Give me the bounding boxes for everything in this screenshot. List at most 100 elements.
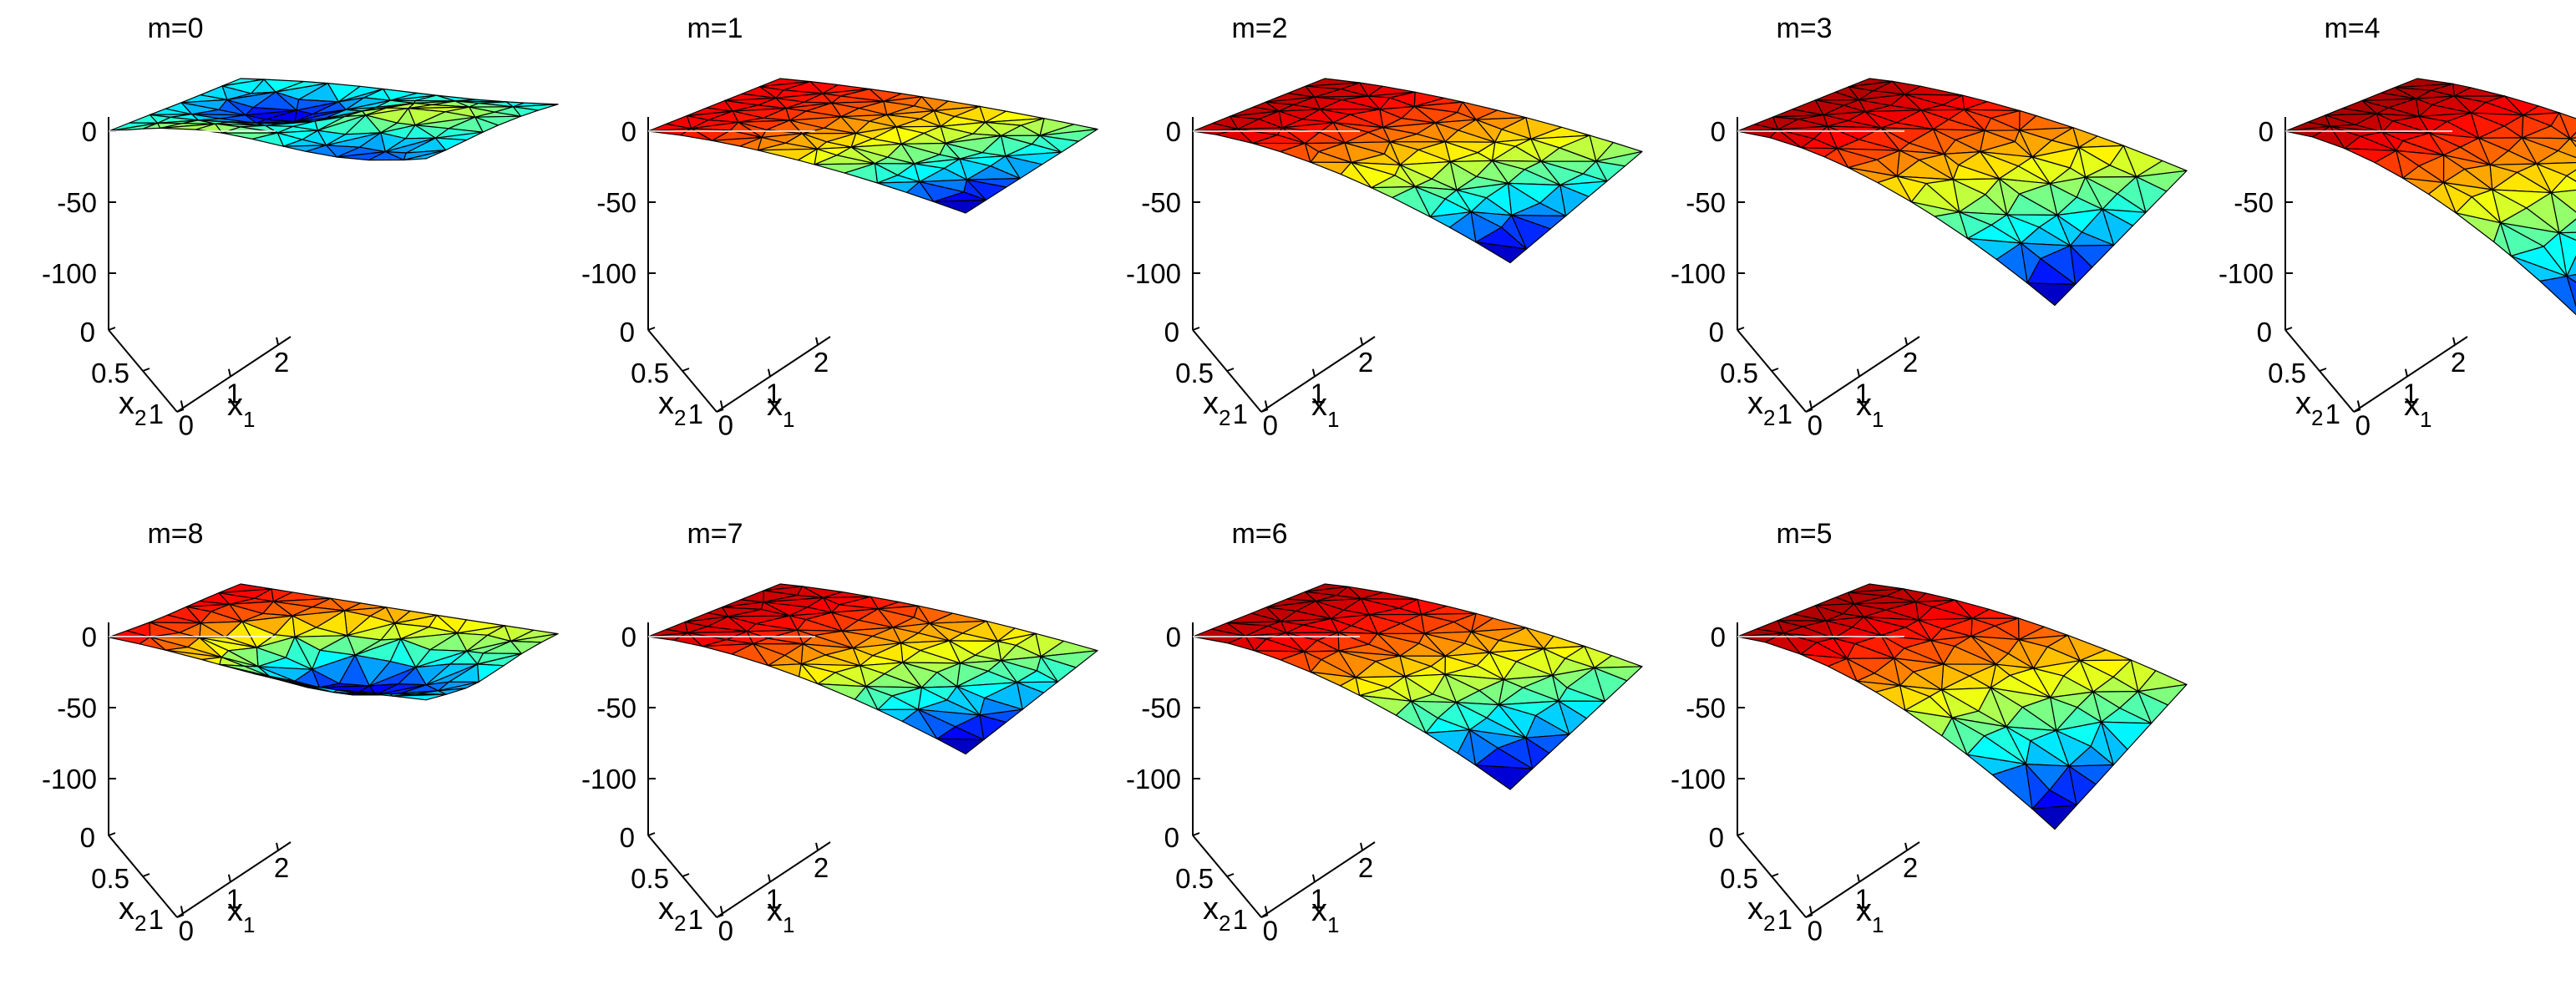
subplot-title: m=7 — [687, 518, 743, 550]
surface-facet — [139, 636, 166, 651]
subplot-title: m=5 — [1776, 518, 1832, 550]
z-tick-label: -50 — [57, 693, 97, 723]
x2-tick-label: 0 — [1709, 822, 1724, 853]
x1-tick-mark — [227, 368, 231, 377]
z-tick-label: -100 — [1126, 258, 1181, 289]
surface-facet — [1877, 175, 1912, 203]
x1-axis-label: x1 — [767, 893, 794, 937]
surface-facet — [1875, 685, 1906, 711]
x1-axis-label: x1 — [227, 388, 255, 432]
x1-axis-label: x1 — [1856, 893, 1884, 937]
surface-facet — [933, 199, 986, 214]
x1-tick-label: 2 — [1903, 852, 1918, 883]
x2-axis-label: x2 — [1747, 386, 1775, 430]
surface-facet — [1941, 717, 1968, 755]
x2-tick-label: 1 — [688, 904, 703, 935]
x2-tick-mark — [1737, 327, 1745, 331]
z-tick-label: 0 — [82, 622, 97, 652]
z-tick-label: -100 — [2219, 258, 2274, 289]
surface-mesh — [1192, 583, 1643, 790]
x1-axis-line — [1805, 336, 1920, 413]
x1-axis-label: x1 — [227, 893, 255, 937]
x2-tick-mark — [1226, 873, 1235, 877]
x1-tick-label: 2 — [2451, 347, 2466, 378]
x1-tick-mark — [1311, 368, 1316, 377]
surface-facet — [1475, 241, 1528, 264]
surface-facet — [1215, 128, 1254, 145]
x1-tick-label: 1 — [226, 378, 241, 409]
x2-tick-label: 0.5 — [2268, 358, 2306, 388]
z-tick-label: 0 — [82, 116, 97, 147]
x1-tick-mark — [1856, 874, 1860, 882]
x2-tick-label: 0 — [80, 822, 95, 853]
x1-tick-label: 1 — [1311, 378, 1326, 409]
surface-facet — [1395, 700, 1427, 734]
x1-tick-label: 0 — [718, 916, 733, 947]
surface-mesh — [108, 583, 559, 701]
x2-tick-mark — [1737, 832, 1745, 836]
x2-axis-label: x2 — [119, 891, 146, 936]
surface-facet — [403, 150, 447, 161]
x2-axis-label: x2 — [1747, 891, 1775, 936]
x1-tick-label: 1 — [1855, 378, 1870, 409]
z-tick-label: 0 — [621, 622, 636, 652]
x1-tick-mark — [1264, 906, 1268, 914]
x2-tick-label: 0 — [1164, 822, 1179, 853]
x2-tick-label: 0 — [1709, 317, 1724, 348]
x1-tick-mark — [1360, 842, 1364, 851]
x1-tick-label: 2 — [1358, 852, 1373, 883]
z-tick-label: -50 — [596, 187, 636, 218]
x1-tick-mark — [2356, 400, 2360, 409]
x2-tick-mark — [647, 327, 656, 331]
x1-axis-line — [1260, 336, 1376, 413]
surface-facet — [201, 657, 222, 665]
x2-tick-mark — [716, 914, 724, 918]
subplot-title: m=1 — [687, 13, 743, 44]
x2-tick-label: 1 — [1777, 399, 1793, 429]
z-tick-label: -100 — [42, 764, 97, 795]
x1-tick-label: 1 — [766, 378, 781, 409]
x1-tick-mark — [767, 368, 771, 377]
x1-tick-label: 2 — [814, 852, 829, 883]
x1-tick-mark — [1904, 337, 1909, 346]
x2-tick-label: 0.5 — [1720, 358, 1758, 388]
x1-tick-mark — [1360, 337, 1364, 346]
x1-axis-line — [176, 336, 292, 413]
x1-tick-mark — [1264, 400, 1268, 409]
surface-facet — [1392, 185, 1431, 218]
surface-facet — [1769, 129, 1803, 149]
x1-tick-mark — [1904, 842, 1909, 851]
x2-tick-mark — [2319, 368, 2327, 372]
z-tick-label: 0 — [1166, 116, 1181, 147]
subplot-title: m=8 — [147, 518, 203, 550]
z-tick-label: -100 — [1671, 764, 1726, 795]
x1-tick-mark — [719, 906, 723, 914]
surface-facet — [854, 686, 879, 711]
x1-axis-line — [2353, 336, 2468, 413]
surface-facet — [2493, 222, 2512, 256]
surface-facet — [1823, 148, 1849, 169]
z-tick-label: -100 — [581, 764, 636, 795]
z-tick-label: -50 — [1686, 693, 1726, 723]
z-tick-label: 0 — [1711, 116, 1726, 147]
surface-facet — [901, 708, 938, 739]
x2-tick-mark — [682, 368, 690, 372]
z-tick-label: -50 — [57, 187, 97, 218]
z-tick-label: -50 — [2234, 187, 2274, 218]
surface-facet — [392, 693, 447, 701]
x1-tick-mark — [2452, 337, 2457, 346]
z-tick-label: -100 — [1671, 258, 1726, 289]
x1-axis-label: x1 — [1311, 388, 1339, 432]
x2-tick-mark — [176, 409, 185, 413]
x2-tick-label: 0 — [620, 822, 635, 853]
x2-tick-label: 1 — [1233, 904, 1248, 935]
x1-tick-label: 0 — [1263, 410, 1278, 441]
surface-mesh — [108, 78, 559, 161]
x1-tick-label: 2 — [1358, 347, 1373, 378]
surface-facet — [731, 643, 769, 667]
surface-facet — [798, 148, 818, 165]
x1-tick-mark — [1311, 874, 1316, 882]
